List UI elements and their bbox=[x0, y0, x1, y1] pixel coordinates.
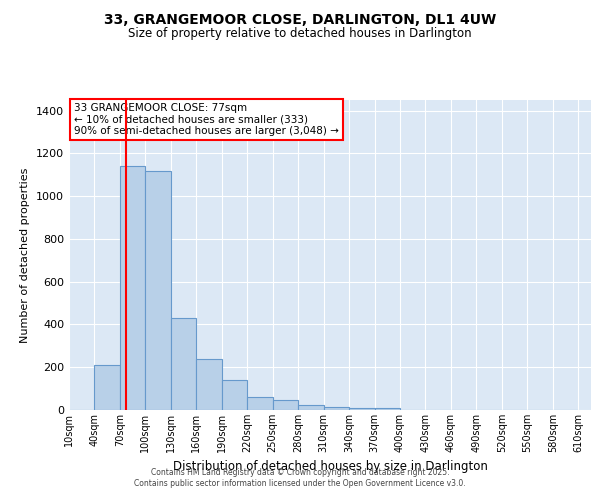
Bar bbox=[273, 400, 298, 410]
Bar bbox=[222, 380, 247, 410]
Bar bbox=[171, 318, 196, 410]
Bar bbox=[298, 404, 323, 410]
X-axis label: Distribution of detached houses by size in Darlington: Distribution of detached houses by size … bbox=[173, 460, 487, 473]
Bar bbox=[196, 358, 222, 410]
Bar bbox=[349, 408, 374, 410]
Text: 33, GRANGEMOOR CLOSE, DARLINGTON, DL1 4UW: 33, GRANGEMOOR CLOSE, DARLINGTON, DL1 4U… bbox=[104, 12, 496, 26]
Bar bbox=[323, 407, 349, 410]
Bar bbox=[145, 170, 171, 410]
Text: Size of property relative to detached houses in Darlington: Size of property relative to detached ho… bbox=[128, 28, 472, 40]
Bar bbox=[94, 365, 120, 410]
Bar bbox=[374, 408, 400, 410]
Text: 33 GRANGEMOOR CLOSE: 77sqm
← 10% of detached houses are smaller (333)
90% of sem: 33 GRANGEMOOR CLOSE: 77sqm ← 10% of deta… bbox=[74, 103, 339, 136]
Y-axis label: Number of detached properties: Number of detached properties bbox=[20, 168, 31, 342]
Text: Contains HM Land Registry data © Crown copyright and database right 2025.
Contai: Contains HM Land Registry data © Crown c… bbox=[134, 468, 466, 487]
Bar bbox=[247, 397, 273, 410]
Bar bbox=[120, 166, 145, 410]
